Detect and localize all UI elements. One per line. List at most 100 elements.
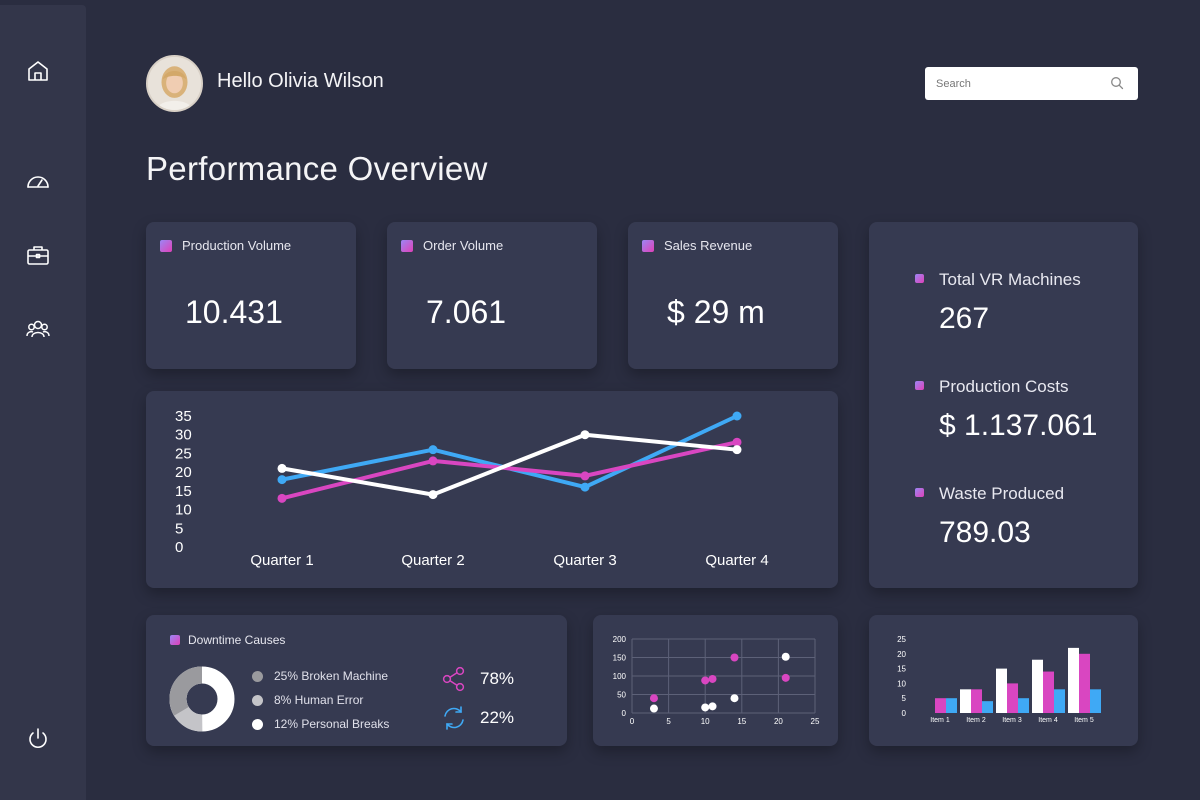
scatter-point — [649, 704, 658, 713]
kpi-value: $ 29 m — [667, 294, 765, 330]
x-tick-label: 5 — [666, 717, 671, 726]
stat-swatch — [915, 381, 924, 391]
series-line — [281, 432, 738, 497]
x-tick-label: Item 5 — [1074, 717, 1094, 724]
x-tick-label: 25 — [811, 717, 820, 726]
x-tick-label: Item 2 — [966, 717, 986, 724]
y-tick-label: 20 — [175, 464, 192, 481]
series-line — [281, 414, 738, 490]
downtime-title: Downtime Causes — [170, 633, 285, 647]
bar — [1090, 689, 1101, 713]
bar — [1054, 689, 1065, 713]
kpi-swatch — [160, 239, 172, 252]
y-tick-label: 15 — [897, 665, 906, 674]
stat-label: Total VR Machines — [915, 270, 1081, 290]
scatter-card: 0 50 100 150 200 0 5 10 15 20 25 — [593, 615, 838, 746]
x-tick-label: Item 1 — [930, 717, 950, 724]
bar — [960, 689, 971, 713]
y-tick-label: 5 — [175, 520, 183, 537]
x-tick-label: Item 3 — [1002, 717, 1022, 724]
legend-item: 25% Broken Machine — [252, 669, 388, 683]
y-tick-label: 50 — [617, 691, 626, 700]
y-tick-label: 5 — [902, 694, 907, 703]
legend-dot — [252, 718, 263, 730]
data-point — [277, 493, 287, 503]
y-tick-label: 15 — [175, 483, 192, 500]
search-input[interactable] — [925, 67, 1138, 100]
x-tick-label: Quarter 2 — [401, 552, 464, 569]
page-title: Performance Overview — [146, 150, 488, 187]
x-tick-label: Item 4 — [1038, 717, 1058, 724]
kpi-swatch — [642, 239, 654, 252]
x-tick-label: Quarter 1 — [250, 552, 313, 569]
stat-value: $ 1.137.061 — [939, 409, 1098, 442]
scatter-point — [781, 652, 790, 661]
data-point — [428, 456, 438, 466]
data-point — [580, 482, 590, 492]
bar-chart: 0 5 10 15 20 25 Item 1 Item 2 Item 3 Item 4 Item 5 — [897, 635, 1101, 724]
bar — [935, 698, 946, 713]
kpi-card-production-volume: Production Volume 10.431 — [146, 222, 356, 369]
data-point — [580, 430, 590, 440]
stat-value: 789.03 — [939, 516, 1031, 549]
stat-label: Waste Produced — [915, 484, 1064, 504]
sidebar — [0, 5, 86, 800]
kpi-value: 10.431 — [185, 294, 283, 330]
donut-segment-broken-machine — [169, 666, 235, 732]
data-point — [428, 445, 438, 455]
bar — [1032, 659, 1043, 713]
gauge-icon[interactable] — [25, 168, 51, 194]
bar — [946, 698, 957, 713]
briefcase-icon[interactable] — [25, 242, 51, 268]
data-point — [732, 445, 742, 455]
kpi-value: 7.061 — [426, 294, 507, 330]
series-line — [281, 440, 738, 501]
home-icon[interactable] — [25, 58, 51, 84]
stat-label: Production Costs — [915, 377, 1068, 397]
x-tick-label: Quarter 4 — [705, 552, 768, 569]
y-tick-label: 10 — [897, 679, 906, 688]
avatar[interactable] — [146, 55, 203, 112]
scatter-point — [730, 653, 739, 662]
legend-item: 12% Personal Breaks — [252, 717, 389, 731]
y-tick-label: 30 — [175, 427, 192, 444]
scatter-point — [649, 694, 658, 703]
legend-dot — [252, 694, 263, 706]
kpi-card-sales-revenue: Sales Revenue $ 29 m — [628, 222, 838, 369]
stat-value: 267 — [939, 302, 990, 335]
y-tick-label: 10 — [175, 502, 192, 519]
data-point — [428, 490, 438, 500]
bar — [1018, 698, 1029, 713]
x-tick-label: 0 — [630, 717, 635, 726]
x-tick-label: 20 — [774, 717, 783, 726]
bar — [996, 668, 1007, 713]
kpi-label: Order Volume — [401, 238, 503, 253]
y-tick-label: 25 — [175, 445, 192, 462]
metric-share: 78% — [440, 665, 514, 693]
bar — [1007, 683, 1018, 713]
x-tick-label: 15 — [737, 717, 746, 726]
bar — [982, 701, 993, 713]
kpi-label: Sales Revenue — [642, 238, 752, 253]
stat-swatch — [915, 488, 924, 498]
metric-refresh: 22% — [440, 704, 514, 732]
downtime-donut — [169, 666, 235, 732]
refresh-icon — [444, 706, 464, 730]
users-icon[interactable] — [25, 316, 51, 342]
scatter-point — [730, 694, 739, 703]
y-tick-label: 100 — [613, 672, 627, 681]
y-tick-label: 20 — [897, 650, 906, 659]
legend-item: 8% Human Error — [252, 693, 363, 707]
data-point — [277, 475, 287, 485]
power-icon[interactable] — [25, 726, 51, 752]
scatter-point — [708, 702, 717, 711]
data-point — [732, 437, 742, 447]
y-tick-label: 0 — [175, 539, 183, 556]
data-point — [580, 471, 590, 481]
greeting: Hello Olivia Wilson — [217, 70, 384, 92]
x-tick-label: Quarter 3 — [553, 552, 616, 569]
search-icon[interactable] — [1110, 76, 1124, 90]
bar — [1079, 653, 1090, 713]
bar — [971, 689, 982, 713]
